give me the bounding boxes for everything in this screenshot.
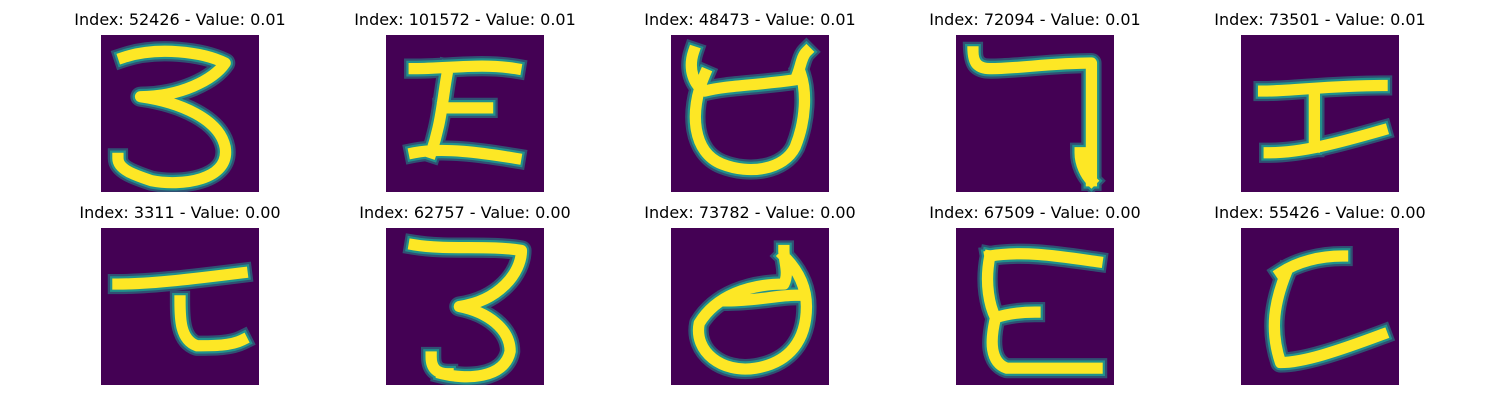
stroke-core [407, 238, 528, 383]
character-image [1241, 35, 1399, 192]
character-image [101, 35, 259, 192]
panel-title: Index: 67509 - Value: 0.00 [929, 203, 1141, 222]
character-image [1241, 228, 1399, 385]
panel-title: Index: 55426 - Value: 0.00 [1214, 203, 1426, 222]
panel-title: Index: 72094 - Value: 0.01 [929, 10, 1141, 29]
stroke-core [692, 244, 813, 375]
character-image [386, 228, 544, 385]
character-image [956, 35, 1114, 192]
stroke-core [1257, 79, 1390, 159]
image-panel: Index: 72094 - Value: 0.01 [920, 8, 1150, 192]
image-panel: Index: 67509 - Value: 0.00 [920, 201, 1150, 385]
stroke-core [685, 43, 815, 176]
image-panel: Index: 73501 - Value: 0.01 [1205, 8, 1435, 192]
stroke-core [1268, 250, 1390, 369]
panel-title: Index: 73782 - Value: 0.00 [644, 203, 856, 222]
character-image [671, 228, 829, 385]
image-panel: Index: 55426 - Value: 0.00 [1205, 201, 1435, 385]
stroke-core [112, 266, 250, 352]
stroke-core [981, 248, 1104, 374]
stroke-core [112, 45, 231, 189]
panel-title: Index: 48473 - Value: 0.01 [644, 10, 856, 29]
image-panel: Index: 101572 - Value: 0.01 [350, 8, 580, 192]
image-panel: Index: 3311 - Value: 0.00 [65, 201, 295, 385]
image-panel: Index: 62757 - Value: 0.00 [350, 201, 580, 385]
image-panel: Index: 52426 - Value: 0.01 [65, 8, 295, 192]
panel-title: Index: 52426 - Value: 0.01 [74, 10, 286, 29]
character-image [101, 228, 259, 385]
image-panel: Index: 73782 - Value: 0.00 [635, 201, 865, 385]
panel-title: Index: 101572 - Value: 0.01 [354, 10, 576, 29]
character-image [386, 35, 544, 192]
panel-title: Index: 62757 - Value: 0.00 [359, 203, 571, 222]
character-image [671, 35, 829, 192]
stroke-core [967, 46, 1100, 189]
character-image [956, 228, 1114, 385]
image-panel: Index: 48473 - Value: 0.01 [635, 8, 865, 192]
stroke-core [407, 60, 523, 165]
panel-title: Index: 3311 - Value: 0.00 [79, 203, 281, 222]
panel-title: Index: 73501 - Value: 0.01 [1214, 10, 1426, 29]
